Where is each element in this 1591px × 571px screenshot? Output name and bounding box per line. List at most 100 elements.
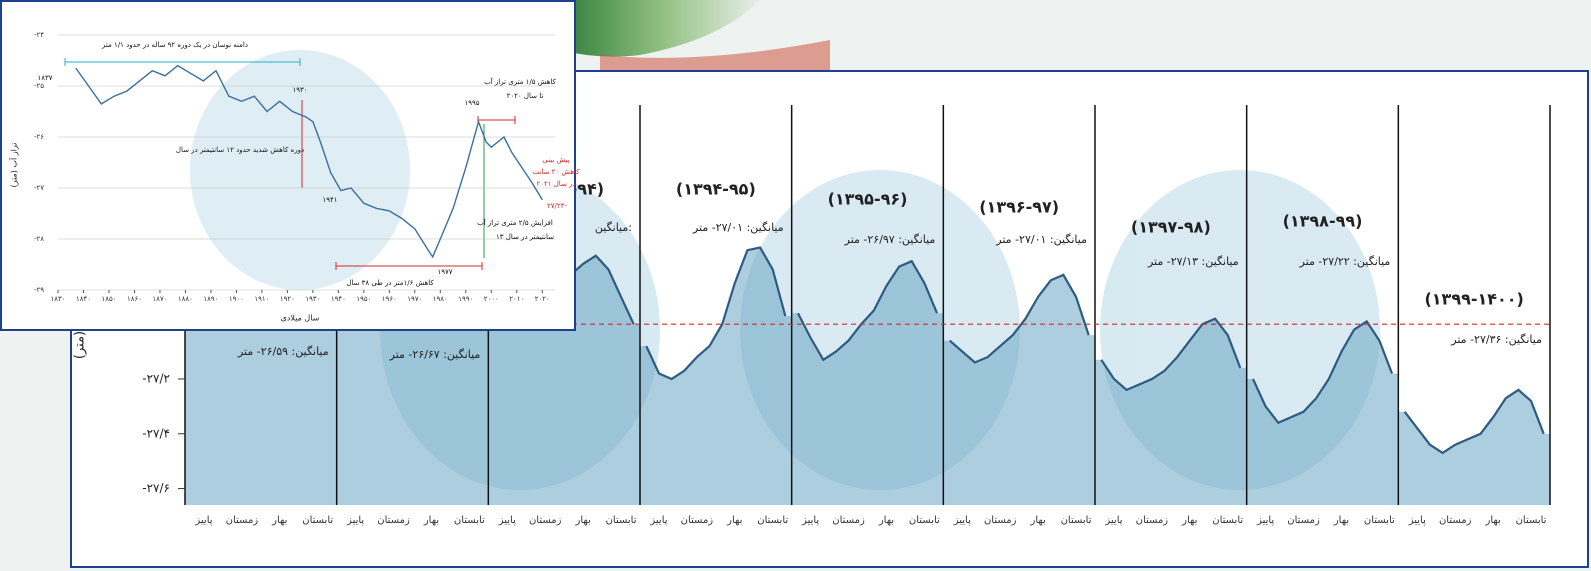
annotation: پیش بینی: [542, 156, 569, 164]
x-tick-label: زمستان: [984, 515, 1017, 526]
x-tick-label: تابستان: [757, 515, 788, 526]
annotation: کاهش ۱/۶متر در طی ۳۸ سال: [346, 279, 434, 287]
panel-title: (۱۳۹۶-۹۷): [979, 198, 1059, 217]
x-tick-label: تابستان: [1212, 515, 1243, 526]
average-label: میانگین: ۲۷/۰۱- متر: [995, 233, 1087, 246]
line: [797, 259, 939, 362]
x-tick-label: بهار: [878, 515, 894, 526]
annotation: در سال ۲۰۲۱: [536, 180, 575, 188]
annotation: ۲۷/۲۳-: [547, 202, 567, 210]
x-tick-label: پاییز: [1256, 515, 1274, 526]
average-label: میانگین: ۲۷/۱۳- متر: [1147, 255, 1239, 268]
panel-title: (۱۳۹۹-۱۴۰۰): [1424, 290, 1523, 309]
x-tick-label: تابستان: [302, 515, 333, 526]
average-label: میانگین:: [595, 221, 632, 234]
x-tick-label: زمستان: [1287, 515, 1320, 526]
y-tick-label: -۲۸: [34, 235, 44, 243]
panel-title: (۱۳۹۸-۹۹): [1283, 212, 1363, 231]
annotation: ۱۹۴۱: [322, 196, 337, 204]
x-tick-label: تابستان: [909, 515, 940, 526]
x-tick-label: ۱۸۳۰: [50, 295, 65, 303]
line: [645, 246, 787, 381]
annotation: ۱۹۳۰: [292, 86, 307, 94]
x-tick-label: بهار: [1484, 515, 1500, 526]
y-axis-label: تراز آب (متر): [9, 143, 19, 188]
area: [1095, 318, 1247, 505]
line: [1403, 388, 1545, 455]
x-tick-label: ۱۹۸۰: [433, 295, 448, 303]
x-tick-label: بهار: [1333, 515, 1349, 526]
y-tick-label: -۲۷/۴: [142, 426, 170, 440]
x-tick-label: بهار: [1181, 515, 1197, 526]
x-tick-label: زمستان: [1439, 515, 1472, 526]
x-tick-label: ۲۰۱۰: [509, 295, 524, 303]
inset-chart: سال میلادی تراز آب (متر) -۲۴ -۲۵ -۲۶ -۲۷ -۲۸…: [0, 0, 581, 331]
watermark-shape: [190, 50, 410, 290]
annotation: تا سال ۲۰۲۰: [507, 92, 544, 100]
annotation: ۱۹۷۷: [437, 268, 452, 276]
average-label: میانگین: ۲۶/۶۷- متر: [389, 348, 481, 361]
annotation: ۱۸۳۷: [37, 74, 52, 82]
x-tick-label: ۱۸۹۰: [203, 295, 218, 303]
x-tick-label: ۱۸۸۰: [178, 295, 193, 303]
y-tick-label: -۲۹: [34, 286, 44, 294]
x-tick-label: پاییز: [1104, 515, 1122, 526]
x-tick-label: بهار: [574, 515, 590, 526]
y-tick-label: -۲۶: [34, 133, 44, 141]
x-tick-label: زمستان: [681, 515, 714, 526]
x-tick-label: ۱۹۰۰: [229, 295, 244, 303]
line: [1100, 317, 1242, 392]
x-tick-label: تابستان: [1061, 515, 1092, 526]
x-tick-label: ۱۸۵۰: [101, 295, 116, 303]
x-tick-label: ۱۹۲۰: [280, 295, 295, 303]
x-tick-label: بهار: [423, 515, 439, 526]
decoration: [600, 40, 830, 70]
y-tick-label: -۲۷/۶: [142, 481, 170, 495]
annotation: ۱۳ سانتیمتر در سال: [496, 233, 554, 241]
x-tick-label: بهار: [726, 515, 742, 526]
x-tick-label: زمستان: [529, 515, 562, 526]
average-label: میانگین: ۲۶/۵۹- متر: [237, 345, 329, 358]
x-axis-label: سال میلادی: [281, 314, 320, 323]
panel-title: (۱۳۹۴-۹۵): [676, 180, 756, 199]
x-tick-label: پاییز: [953, 515, 971, 526]
x-tick-label: ۱۹۶۰: [382, 295, 397, 303]
x-tick-label: پاییز: [1408, 515, 1426, 526]
annotation: دوره کاهش شدید حدود ۱۲ سانتیمتر در سال: [176, 146, 304, 154]
y-tick-label: -۲۵: [34, 82, 44, 90]
x-tick-label: ۱۹۹۰: [458, 295, 473, 303]
annotation: افزایش ۲/۵ متری تراز آب: [477, 218, 553, 227]
area: [1398, 389, 1550, 505]
x-tick-label: پاییز: [194, 515, 212, 526]
x-tick-label: ۱۸۴۰: [76, 295, 91, 303]
x-tick-label: زمستان: [377, 515, 410, 526]
line: [948, 273, 1090, 364]
x-tick-label: تابستان: [454, 515, 485, 526]
annotation: کاهش ۲۰ سانت: [533, 168, 581, 176]
x-tick-label: ۱۸۶۰: [127, 295, 142, 303]
x-tick-label: ۱۹۴۰: [331, 295, 346, 303]
x-tick-label: ۱۹۱۰: [254, 295, 269, 303]
area: [488, 255, 640, 505]
average-label: میانگین: ۲۷/۰۱- متر: [692, 221, 784, 234]
y-tick-label: -۲۷/۲: [142, 371, 170, 385]
x-tick-label: ۲۰۰۰: [484, 295, 499, 303]
x-tick-label: تابستان: [1516, 515, 1547, 526]
area: [1246, 321, 1399, 505]
bracket: [64, 58, 301, 66]
panel-title: (۱۳۹۷-۹۸): [1131, 218, 1211, 237]
x-tick-label: پاییز: [649, 515, 667, 526]
y-tick-label: -۲۷: [34, 184, 44, 192]
x-tick-label: زمستان: [226, 515, 259, 526]
x-tick-label: پاییز: [498, 515, 516, 526]
x-tick-label: ۱۹۵۰: [356, 295, 371, 303]
x-tick-label: پاییز: [801, 515, 819, 526]
line: [75, 64, 543, 259]
area: [791, 261, 944, 505]
x-tick-label: ۲۰۲۰: [535, 295, 550, 303]
average-label: میانگین: ۲۶/۹۷- متر: [844, 233, 936, 246]
x-tick-label: ۱۸۷۰: [152, 295, 167, 303]
average-label: میانگین: ۲۷/۲۲- متر: [1299, 255, 1391, 268]
